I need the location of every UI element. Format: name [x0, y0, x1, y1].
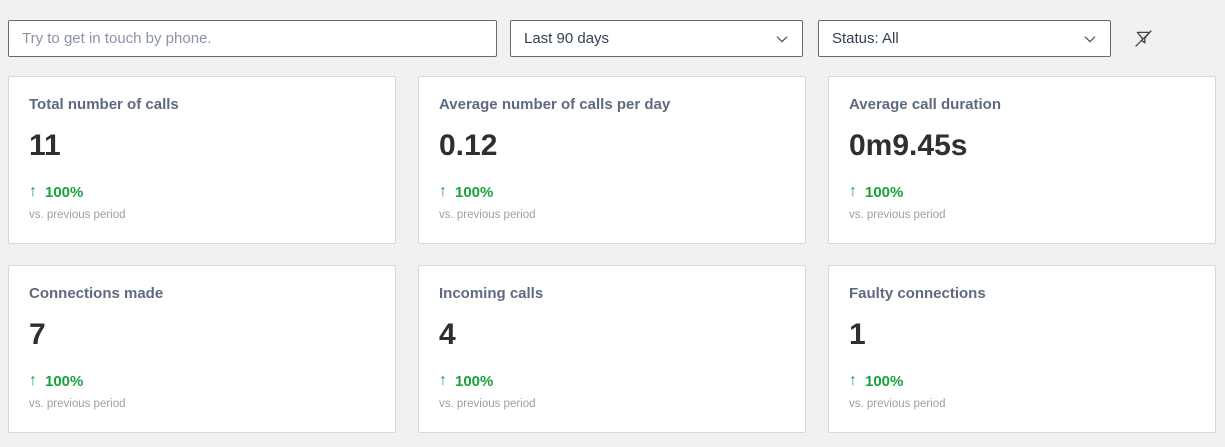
- date-range-select[interactable]: Last 90 days: [510, 20, 803, 57]
- stat-card-value: 0.12: [439, 129, 498, 162]
- stat-card-caption: vs. previous period: [29, 398, 126, 410]
- stat-card-change-value: 100%: [865, 183, 904, 201]
- stat-card-total-calls: Total number of calls 11 ↑ 100% vs. prev…: [8, 76, 396, 244]
- stat-card-title: Total number of calls: [29, 96, 179, 113]
- date-range-value: Last 90 days: [524, 30, 610, 47]
- arrow-up-icon: ↑: [439, 183, 447, 200]
- arrow-up-icon: ↑: [29, 372, 37, 389]
- clear-filters-button[interactable]: [1133, 28, 1154, 49]
- stat-card-value: 0m9.45s: [849, 129, 968, 162]
- filter-off-icon: [1135, 30, 1152, 47]
- stat-card-change: ↑ 100%: [29, 183, 375, 201]
- stat-card-caption: vs. previous period: [849, 398, 946, 410]
- stat-card-title: Average call duration: [849, 96, 1001, 113]
- stat-card-title: Incoming calls: [439, 285, 544, 302]
- stat-card-title: Faulty connections: [849, 285, 986, 302]
- stat-card-incoming-calls: Incoming calls 4 ↑ 100% vs. previous per…: [418, 265, 806, 433]
- stat-card-value: 11: [29, 129, 61, 162]
- stat-card-title: Average number of calls per day: [439, 96, 671, 113]
- stat-card-caption: vs. previous period: [29, 209, 126, 221]
- stat-card-change: ↑ 100%: [849, 183, 1195, 201]
- arrow-up-icon: ↑: [439, 372, 447, 389]
- arrow-up-icon: ↑: [849, 183, 857, 200]
- arrow-up-icon: ↑: [29, 183, 37, 200]
- stat-card-change-value: 100%: [455, 183, 494, 201]
- stat-card-value: 4: [439, 318, 456, 351]
- stat-card-caption: vs. previous period: [849, 209, 946, 221]
- stat-card-change-value: 100%: [865, 372, 904, 390]
- filter-toolbar: Last 90 days Status: All: [0, 0, 1225, 57]
- stat-card-connections-made: Connections made 7 ↑ 100% vs. previous p…: [8, 265, 396, 433]
- stat-card-change-value: 100%: [45, 183, 84, 201]
- stat-card-avg-calls-per-day: Average number of calls per day 0.12 ↑ 1…: [418, 76, 806, 244]
- phone-search-input[interactable]: [8, 20, 497, 57]
- stat-card-title: Connections made: [29, 285, 164, 302]
- arrow-up-icon: ↑: [849, 372, 857, 389]
- stat-card-faulty-connections: Faulty connections 1 ↑ 100% vs. previous…: [828, 265, 1216, 433]
- stat-card-change-value: 100%: [45, 372, 84, 390]
- stat-card-change: ↑ 100%: [849, 372, 1195, 390]
- stat-card-caption: vs. previous period: [439, 209, 536, 221]
- stat-card-value: 7: [29, 318, 46, 351]
- stat-card-change-value: 100%: [455, 372, 494, 390]
- chevron-down-icon: [1084, 35, 1096, 42]
- stat-card-change: ↑ 100%: [29, 372, 375, 390]
- status-value: Status: All: [832, 30, 899, 47]
- stat-card-change: ↑ 100%: [439, 372, 785, 390]
- stat-card-avg-call-duration: Average call duration 0m9.45s ↑ 100% vs.…: [828, 76, 1216, 244]
- stat-card-change: ↑ 100%: [439, 183, 785, 201]
- stats-grid: Total number of calls 11 ↑ 100% vs. prev…: [8, 76, 1216, 433]
- status-select[interactable]: Status: All: [818, 20, 1111, 57]
- stat-card-value: 1: [849, 318, 866, 351]
- chevron-down-icon: [776, 35, 788, 42]
- stat-card-caption: vs. previous period: [439, 398, 536, 410]
